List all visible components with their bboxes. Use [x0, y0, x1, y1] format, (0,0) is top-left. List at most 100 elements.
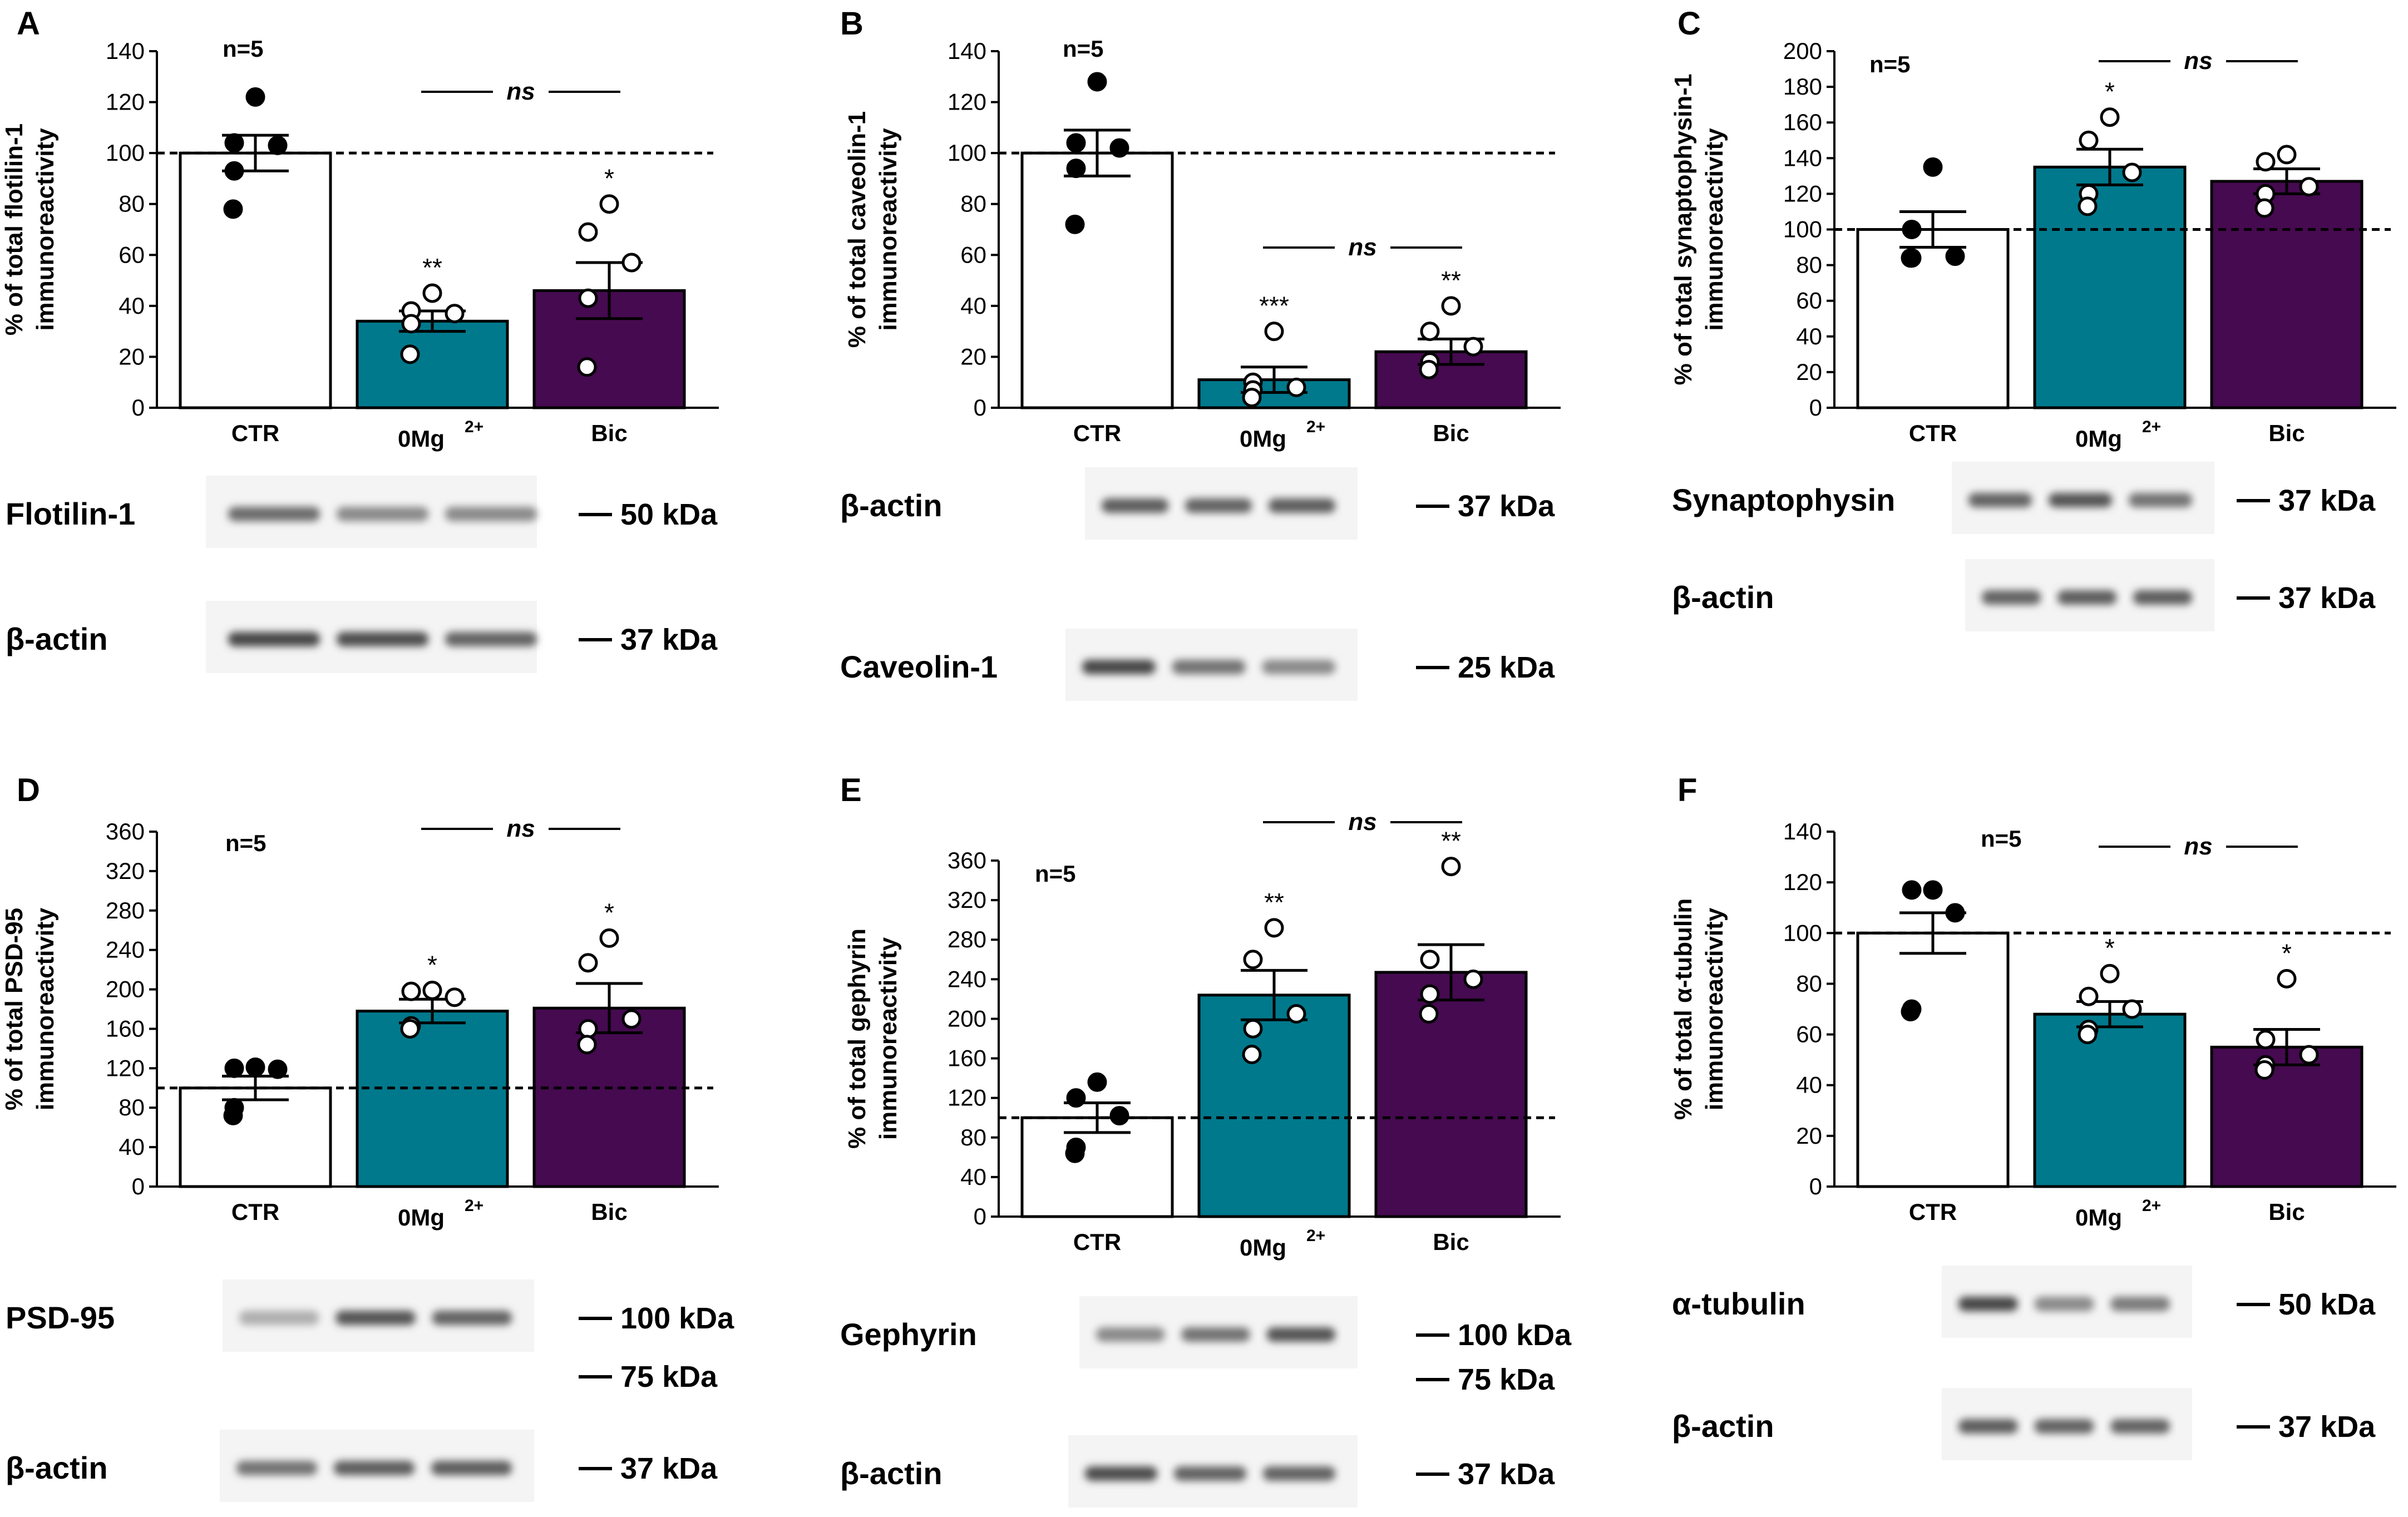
y-label-line-1: % of total flotilin-1: [1, 123, 28, 335]
data-point: [2122, 162, 2142, 182]
blot-band: [334, 1461, 415, 1475]
y-tick-label: 0: [974, 394, 986, 421]
data-point: [1441, 857, 1461, 877]
y-tick-label: 80: [960, 1124, 986, 1150]
y-tick-label: 140: [1783, 145, 1822, 171]
y-tick-label: 120: [948, 1085, 986, 1111]
y-tick-label: 120: [1783, 869, 1822, 895]
significance-stars: ***: [1259, 291, 1289, 320]
category-label: CTR: [1909, 1199, 1957, 1225]
category-superscript: 2+: [2142, 418, 2161, 436]
significance-stars: *: [2282, 938, 2292, 967]
y-label-line-2: immunoreactivity: [32, 128, 59, 331]
data-point: [2254, 1060, 2274, 1080]
y-tick-label: 120: [948, 89, 986, 115]
data-point: [1923, 880, 1943, 900]
blot-label: Caveolin-1: [840, 649, 998, 684]
blot-band: [1181, 1327, 1250, 1342]
data-point: [401, 981, 421, 1001]
category-label: Bic: [1433, 420, 1469, 446]
data-point: [400, 1019, 420, 1039]
panel-a: A 0 20 40 60 80 100 120 140 % of total flotilin-1…: [1, 6, 719, 673]
y-tick-label: 160: [948, 1045, 986, 1071]
data-point: [1286, 377, 1306, 397]
y-tick-label: 40: [960, 1164, 986, 1190]
y-tick-label: 240: [948, 966, 986, 992]
ns-label: ns: [506, 78, 535, 105]
data-point: [2079, 130, 2099, 150]
significance-stars: *: [427, 950, 437, 979]
kda-label: 37 kDa: [620, 1452, 718, 1485]
category-label: 0Mg: [2075, 426, 2122, 452]
y-label-line-1: % of total caveolin-1: [843, 111, 871, 348]
category-label: 0Mg: [398, 1204, 445, 1231]
category-label: 0Mg: [398, 426, 445, 452]
data-point: [2100, 107, 2120, 127]
category-superscript: 2+: [465, 418, 483, 436]
data-point: [578, 953, 598, 973]
blot-label: β-actin: [840, 488, 943, 523]
data-point: [1243, 950, 1263, 970]
n-label: n=5: [1869, 51, 1911, 77]
data-point: [1242, 1044, 1262, 1064]
data-point: [422, 980, 442, 1000]
data-point: [1945, 903, 1965, 923]
y-tick-label: 320: [106, 858, 145, 884]
kda-label: 37 kDa: [1458, 1457, 1555, 1491]
y-tick-label: 0: [1809, 394, 1822, 421]
significance-stars: *: [604, 164, 614, 193]
data-point: [1945, 246, 1965, 266]
category-label: CTR: [1073, 1229, 1121, 1255]
y-tick-label: 20: [960, 343, 986, 369]
kda-label: 50 kDa: [620, 498, 718, 531]
category-label: CTR: [1909, 420, 1957, 446]
blot-band: [2110, 1419, 2170, 1434]
kda-label: 50 kDa: [2278, 1288, 2376, 1321]
y-tick-label: 0: [974, 1203, 986, 1229]
data-point: [1242, 388, 1262, 408]
y-tick-label: 0: [132, 1173, 145, 1199]
significance-stars: *: [604, 898, 614, 927]
blot-band: [236, 1461, 317, 1475]
y-label-line-1: % of total synaptophysin-1: [1670, 74, 1697, 386]
blot-label: β-actin: [1672, 580, 1774, 615]
y-tick-label: 100: [948, 140, 986, 166]
y-label-line-2: immunoreactivity: [32, 907, 59, 1110]
y-label-line-1: % of total PSD-95: [1, 908, 28, 1110]
y-tick-label: 20: [1796, 359, 1822, 385]
y-tick-label: 100: [106, 140, 145, 166]
kda-label: 37 kDa: [620, 623, 718, 656]
y-tick-label: 120: [106, 89, 145, 115]
n-label: n=5: [225, 830, 267, 856]
data-point: [1901, 1002, 1921, 1022]
data-point: [268, 135, 288, 155]
data-point: [2277, 968, 2297, 989]
data-point: [1420, 950, 1440, 970]
blot-band: [445, 507, 537, 521]
data-point: [2299, 177, 2319, 197]
category-superscript: 2+: [465, 1197, 483, 1215]
bar-bic: [1374, 971, 1528, 1218]
bar-ctr: [1856, 931, 2010, 1188]
y-tick-label: 360: [106, 818, 145, 844]
y-tick-label: 20: [119, 343, 145, 369]
y-axis-label: % of total PSD-95 immunoreactivity: [1, 907, 59, 1110]
panel-d: D 0 40 80 120 160 200 240 280 320 360 % of total PS…: [1, 772, 734, 1502]
y-tick-label: 20: [1796, 1123, 1822, 1149]
y-axis-label: % of total α-tubulin immunoreactivity: [1670, 898, 1728, 1120]
panel-letter: D: [17, 772, 40, 808]
data-point: [223, 1105, 243, 1125]
data-point: [401, 314, 421, 334]
blot-label: Gephyrin: [840, 1317, 977, 1352]
category-label: CTR: [1073, 420, 1121, 446]
data-point: [422, 283, 442, 303]
data-point: [2299, 1045, 2319, 1065]
ns-label: ns: [2184, 47, 2212, 75]
category-label: Bic: [2268, 1199, 2305, 1225]
blot-label: α-tubulin: [1672, 1286, 1805, 1321]
y-axis-label: % of total gephyrin immunoreactivity: [843, 928, 902, 1149]
data-point: [245, 87, 265, 107]
data-point: [599, 194, 619, 214]
blot-band: [228, 507, 320, 521]
blot-band: [2034, 1419, 2094, 1434]
